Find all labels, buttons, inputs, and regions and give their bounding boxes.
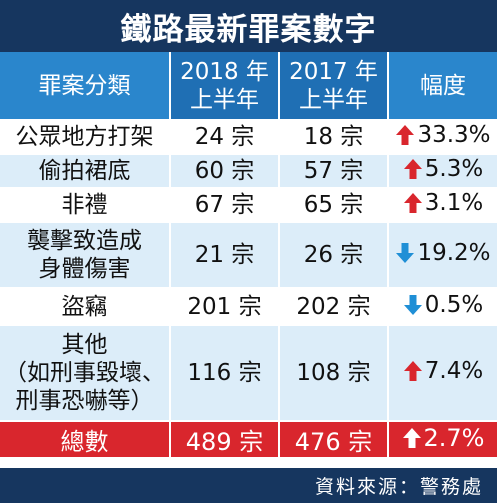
change-cell: 0.5% (388, 288, 497, 326)
table-row: 襲擊致造成 身體傷害 21 宗 26 宗 19.2% (0, 222, 497, 289)
category-label-line1: 其他 (61, 332, 108, 358)
change-wrap: 7.4% (403, 357, 483, 385)
value-2018-cell: 60 宗 (170, 154, 280, 189)
category-cell: 其他 （如刑事毀壞、 刑事恐嚇等） (0, 325, 171, 422)
category-label-line1: 襲擊致造成 (27, 228, 142, 254)
header-change: 幅度 (388, 52, 497, 121)
total-row: 總數 489 宗 476 宗 2.7% (0, 421, 497, 459)
header-2018-line1: 2018 年 (180, 58, 269, 85)
change-cell: 33.3% (388, 120, 497, 155)
value-2018-cell: 116 宗 (170, 325, 280, 422)
value-2017-cell: 108 宗 (279, 325, 389, 422)
change-cell: 7.4% (388, 325, 497, 422)
change-value: 3.1% (424, 190, 484, 216)
value-2018-cell: 24 宗 (170, 120, 280, 155)
up-arrow-icon (403, 192, 423, 214)
up-arrow-icon (403, 360, 423, 382)
total-2018: 489 宗 (170, 421, 280, 459)
header-2018-line2: 上半年 (190, 86, 259, 113)
change-wrap: 33.3% (395, 121, 491, 149)
header-2017: 2017 年 上半年 (279, 52, 389, 121)
change-wrap: 19.2% (395, 239, 491, 267)
down-arrow-icon (403, 294, 423, 316)
header-change-label: 幅度 (420, 72, 466, 99)
down-arrow-icon (395, 242, 415, 264)
change-value: 19.2% (417, 240, 491, 266)
header-2017-line1: 2017 年 (289, 58, 378, 85)
header-category-label: 罪案分類 (38, 72, 131, 99)
table-row: 偷拍裙底 60 宗 57 宗 5.3% (0, 154, 497, 189)
table-row: 非禮 67 宗 65 宗 3.1% (0, 188, 497, 223)
title-bar: 鐵路最新罪案數字 (0, 0, 497, 52)
up-arrow-icon (402, 427, 422, 449)
page-title: 鐵路最新罪案數字 (120, 11, 377, 48)
category-cell: 襲擊致造成 身體傷害 (0, 222, 171, 289)
source-bar: 資料來源：警務處 (0, 468, 497, 503)
value-2017-cell: 202 宗 (279, 288, 389, 326)
up-arrow-icon (395, 124, 415, 146)
up-arrow-icon (403, 158, 423, 180)
change-cell: 5.3% (388, 154, 497, 189)
change-wrap: 3.1% (403, 189, 483, 217)
value-2018-cell: 201 宗 (170, 288, 280, 326)
category-label: 非禮 (61, 192, 108, 218)
header-category: 罪案分類 (0, 52, 171, 121)
value-2017-cell: 65 宗 (279, 188, 389, 223)
change-value: 33.3% (417, 122, 491, 148)
value-2017-cell: 18 宗 (279, 120, 389, 155)
source-note: 資料來源：警務處 (314, 476, 483, 498)
table-row: 其他 （如刑事毀壞、 刑事恐嚇等） 116 宗 108 宗 7.4% (0, 325, 497, 422)
value-2017-cell: 57 宗 (279, 154, 389, 189)
category-cell: 非禮 (0, 188, 171, 223)
value-2017-cell: 26 宗 (279, 222, 389, 289)
header-2017-line2: 上半年 (299, 86, 368, 113)
crime-stats-table: 罪案分類 2018 年 上半年 2017 年 上半年 幅度 公眾地方打架 24 … (0, 52, 497, 459)
category-label-line2: （如刑事毀壞、 (4, 360, 165, 386)
value-2018-cell: 21 宗 (170, 222, 280, 289)
total-2017: 476 宗 (279, 421, 389, 459)
total-change-cell: 2.7% (388, 421, 497, 459)
total-label: 總數 (0, 421, 171, 459)
change-value: 0.5% (424, 291, 484, 318)
total-change-value: 2.7% (423, 424, 485, 452)
change-cell: 19.2% (388, 222, 497, 289)
category-label-line3: 刑事恐嚇等） (15, 388, 154, 414)
category-label: 偷拍裙底 (38, 158, 131, 184)
category-cell: 偷拍裙底 (0, 154, 171, 189)
category-cell: 公眾地方打架 (0, 120, 171, 155)
table-row: 盜竊 201 宗 202 宗 0.5% (0, 288, 497, 326)
change-wrap: 5.3% (403, 155, 483, 183)
change-cell: 3.1% (388, 188, 497, 223)
category-label-line2: 身體傷害 (38, 256, 131, 282)
category-cell: 盜竊 (0, 288, 171, 326)
header-2018: 2018 年 上半年 (170, 52, 280, 121)
table-row: 公眾地方打架 24 宗 18 宗 33.3% (0, 120, 497, 155)
change-value: 7.4% (424, 358, 484, 384)
value-2018-cell: 67 宗 (170, 188, 280, 223)
category-label: 盜竊 (61, 293, 108, 320)
category-label: 公眾地方打架 (15, 124, 154, 150)
table-header-row: 罪案分類 2018 年 上半年 2017 年 上半年 幅度 (0, 52, 497, 121)
change-wrap: 0.5% (403, 291, 483, 319)
change-value: 5.3% (424, 156, 484, 182)
change-wrap: 2.7% (402, 424, 485, 452)
